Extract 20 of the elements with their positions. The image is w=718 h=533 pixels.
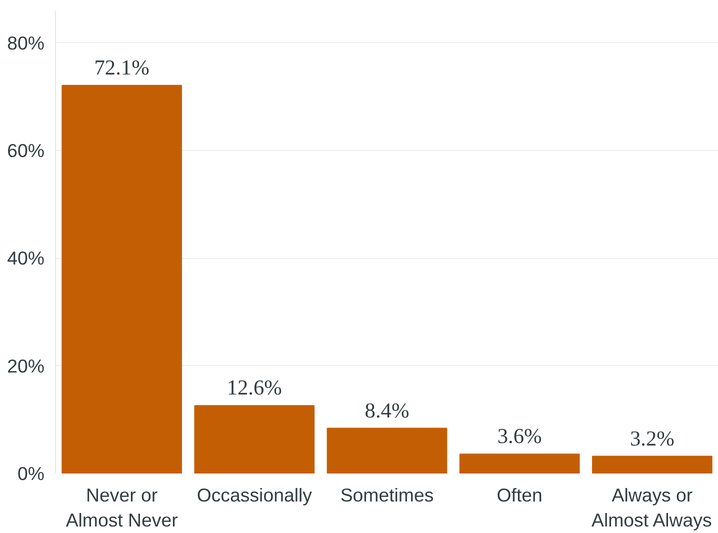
bar: [62, 84, 182, 474]
data-label: 72.1%: [94, 55, 150, 80]
data-label: 8.4%: [364, 398, 410, 422]
data-label: 12.6%: [226, 376, 282, 400]
x-tick-label: Never or Almost Never: [66, 484, 178, 531]
bar: [459, 454, 580, 474]
bar: [592, 456, 712, 474]
bar: [326, 428, 448, 474]
x-tick-label: Always or Almost Always: [592, 484, 712, 531]
bar: [194, 405, 315, 474]
data-label: 3.6%: [497, 424, 542, 448]
x-tick-label: Sometimes: [340, 484, 434, 506]
y-tick-label: 20%: [7, 355, 45, 376]
x-tick-label: Occassionally: [196, 484, 313, 506]
y-tick-label: 60%: [7, 140, 45, 161]
y-tick-label: 40%: [7, 248, 45, 269]
data-label: 3.2%: [630, 426, 675, 450]
y-tick-label: 0%: [18, 463, 45, 484]
y-tick-label: 80%: [7, 32, 45, 54]
x-tick-label: Often: [496, 484, 542, 506]
